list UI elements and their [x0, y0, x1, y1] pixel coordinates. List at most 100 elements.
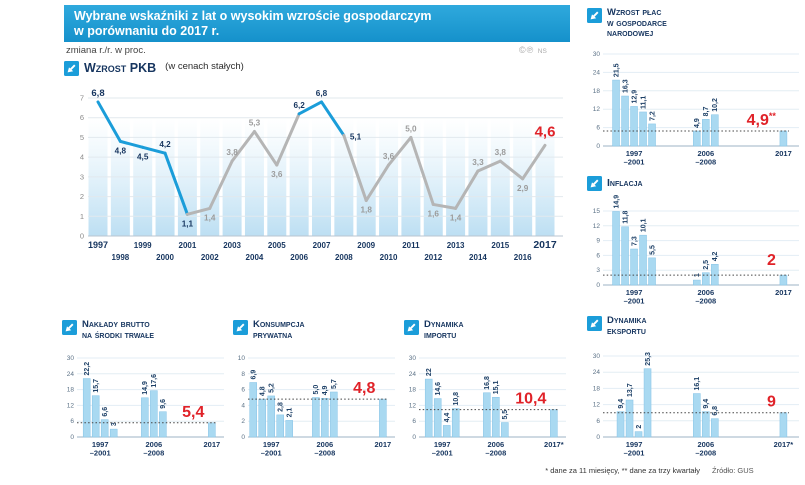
trend-arrow-icon	[587, 176, 602, 191]
svg-text:1997: 1997	[434, 440, 451, 449]
svg-text:14,6: 14,6	[435, 382, 442, 396]
svg-text:22,2: 22,2	[84, 362, 91, 376]
svg-text:–2001: –2001	[624, 297, 645, 306]
svg-text:2017: 2017	[775, 149, 792, 158]
svg-text:1,4: 1,4	[204, 213, 216, 222]
svg-text:12: 12	[593, 106, 601, 113]
svg-text:1: 1	[80, 212, 84, 221]
svg-text:8: 8	[241, 371, 245, 378]
consumption-title-line2: prywatna	[253, 329, 293, 341]
svg-text:10,8: 10,8	[453, 392, 460, 406]
svg-text:6,2: 6,2	[293, 101, 305, 110]
svg-text:2016: 2016	[514, 253, 532, 262]
svg-text:1997: 1997	[626, 288, 643, 297]
svg-text:15,7: 15,7	[93, 379, 100, 393]
svg-text:11,1: 11,1	[640, 96, 647, 109]
svg-text:5,2: 5,2	[269, 383, 276, 393]
svg-text:5,3: 5,3	[249, 119, 261, 128]
svg-text:3: 3	[596, 267, 600, 274]
svg-text:6: 6	[412, 418, 416, 425]
svg-text:2017: 2017	[775, 288, 792, 297]
svg-text:2001: 2001	[179, 241, 197, 250]
svg-text:4: 4	[80, 153, 84, 162]
source-label: Źródło: GUS	[712, 466, 754, 475]
svg-text:3,8: 3,8	[495, 148, 507, 157]
svg-text:2012: 2012	[424, 253, 442, 262]
svg-text:12: 12	[593, 223, 601, 230]
svg-text:1,8: 1,8	[361, 206, 373, 215]
wage-growth-bar-chart: 0 6 12 18 24 30 21,5 16,3 12,9 11,1 7,2 1997 –2001 4,…	[587, 48, 799, 170]
svg-text:9,4: 9,4	[618, 399, 625, 409]
svg-text:14,9: 14,9	[613, 195, 620, 209]
svg-text:–2008: –2008	[695, 449, 716, 458]
svg-text:4,8: 4,8	[260, 386, 267, 396]
wage-chart-title: Wzrost płac w gospodarce narodowej	[587, 7, 667, 40]
svg-text:18: 18	[67, 387, 75, 394]
svg-text:16,8: 16,8	[484, 376, 491, 390]
svg-text:2006: 2006	[697, 440, 714, 449]
svg-text:3,3: 3,3	[472, 158, 484, 167]
rights-initials: NS	[537, 48, 547, 55]
svg-text:2004: 2004	[246, 253, 264, 262]
svg-text:5,1: 5,1	[350, 132, 362, 141]
svg-text:10,4: 10,4	[515, 391, 546, 408]
svg-text:22: 22	[426, 368, 433, 376]
svg-text:4,6: 4,6	[535, 123, 556, 140]
svg-text:3: 3	[111, 422, 118, 426]
gdp-chart-title: Wzrost PKB (w cenach stałych)	[64, 61, 244, 76]
svg-text:30: 30	[593, 353, 601, 360]
svg-text:0: 0	[241, 434, 245, 441]
svg-text:–2001: –2001	[624, 449, 645, 458]
footnotes: * dane za 11 miesięcy, ** dane za trzy k…	[545, 466, 700, 475]
svg-text:–2001: –2001	[261, 449, 282, 458]
svg-text:4,9**: 4,9**	[747, 111, 777, 129]
svg-text:9: 9	[596, 238, 600, 245]
svg-text:1998: 1998	[111, 253, 129, 262]
svg-text:21,5: 21,5	[613, 63, 620, 77]
trend-arrow-icon	[64, 61, 79, 76]
svg-text:30: 30	[67, 355, 75, 362]
svg-text:5,7: 5,7	[331, 379, 338, 389]
svg-text:–2008: –2008	[695, 297, 716, 306]
svg-text:3,6: 3,6	[383, 152, 395, 161]
svg-text:1,6: 1,6	[428, 209, 440, 218]
svg-text:4,2: 4,2	[159, 140, 171, 149]
svg-text:2003: 2003	[223, 241, 241, 250]
svg-text:30: 30	[409, 355, 417, 362]
svg-text:16,1: 16,1	[694, 377, 701, 391]
svg-text:0: 0	[80, 232, 84, 241]
svg-text:24: 24	[67, 371, 75, 378]
svg-text:15: 15	[593, 208, 601, 215]
svg-text:6: 6	[596, 252, 600, 259]
svg-text:–2008: –2008	[143, 449, 164, 458]
svg-text:1997: 1997	[626, 149, 643, 158]
svg-text:2006: 2006	[697, 288, 714, 297]
exports-bar-chart: 0 6 12 18 24 30 9,4 13,7 2 25,3 1997 –2001 16,1 9,4 6,…	[587, 350, 799, 461]
svg-text:1997: 1997	[626, 440, 643, 449]
consumption-chart-title: Konsumpcja prywatna	[233, 319, 305, 341]
svg-text:2017: 2017	[533, 239, 557, 251]
trend-arrow-icon	[62, 320, 77, 335]
svg-text:6,8: 6,8	[316, 89, 328, 98]
svg-text:2006: 2006	[146, 440, 163, 449]
svg-text:0: 0	[596, 143, 600, 150]
svg-text:3: 3	[80, 172, 84, 181]
svg-text:24: 24	[409, 371, 417, 378]
gdp-line-chart: 0 1 2 3 4 5 6 7 6,8 4,8 4,5 4,2 1,1 1,4 3,8 5,3 3,6 6,2 6,…	[72, 84, 577, 274]
exports-chart-title: Dynamika eksportu	[587, 315, 647, 337]
svg-text:10,2: 10,2	[712, 98, 719, 112]
svg-text:2,5: 2,5	[703, 260, 710, 270]
inflation-title-text: Inflacja	[607, 177, 643, 189]
svg-text:6: 6	[596, 418, 600, 425]
svg-text:2002: 2002	[201, 253, 219, 262]
svg-text:0: 0	[70, 434, 74, 441]
svg-text:17,6: 17,6	[151, 374, 158, 388]
svg-text:–2008: –2008	[485, 449, 506, 458]
svg-text:6: 6	[70, 418, 74, 425]
svg-text:4,8: 4,8	[115, 146, 127, 155]
svg-text:5,0: 5,0	[313, 385, 320, 395]
inflation-bar-chart: 0 3 6 9 12 15 14,9 11,8 7,3 10,1 5,5 1997 –2001 1 2,5 4…	[587, 195, 799, 309]
svg-text:2: 2	[80, 192, 84, 201]
svg-text:6,9: 6,9	[251, 370, 258, 380]
svg-text:2013: 2013	[447, 241, 465, 250]
